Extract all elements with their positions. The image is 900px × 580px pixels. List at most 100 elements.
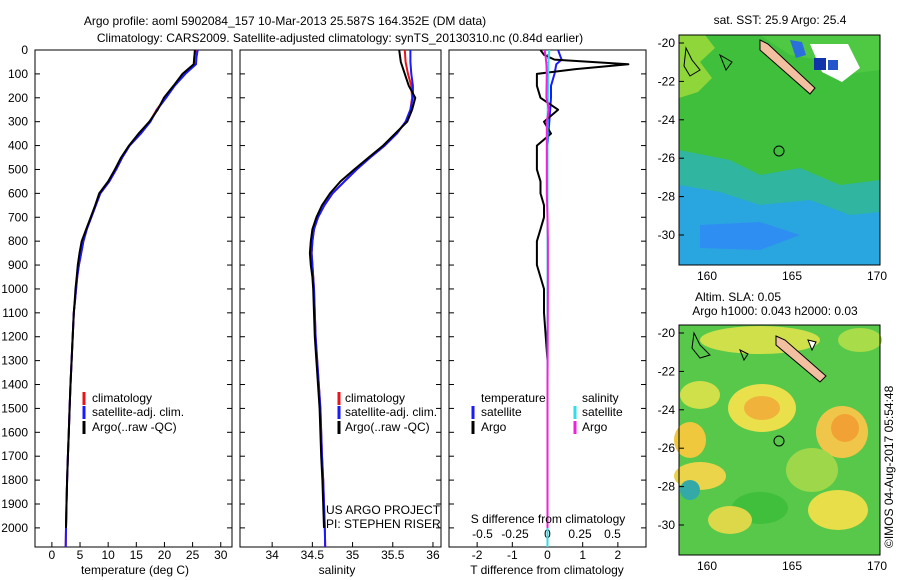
depth-tick-label: 1900: [1, 497, 28, 511]
x-tick-label: 15: [130, 548, 144, 562]
x-tick-label: 10: [101, 548, 115, 562]
x-tick-label: 25: [186, 548, 200, 562]
legend-clim-label: climatology: [345, 391, 405, 405]
map-lon-label: 170: [867, 269, 887, 283]
depth-axis: 0 100 200 300 400 500 600 700 800 900 1000 1100 1200…: [1, 43, 646, 535]
map-lon-label: 160: [697, 269, 717, 283]
depth-tick-label: 900: [8, 258, 28, 272]
depth-tick-label: 1100: [2, 306, 28, 320]
depth-tick-label: 0: [21, 43, 28, 57]
difference-slabel: S difference from climatology: [471, 512, 626, 526]
map-lat-label: -22: [658, 74, 676, 88]
x-tick-label: 35.5: [381, 548, 405, 562]
map-lat-label: -26: [658, 441, 676, 455]
depth-tick-label: 700: [8, 210, 28, 224]
x-tick-label: 0: [49, 548, 56, 562]
depth-tick-label: 100: [8, 67, 28, 81]
s-diff-tick-label: 0.25: [568, 527, 592, 541]
x-tick-label: 34: [265, 548, 279, 562]
figure-title-line2: Climatology: CARS2009. Satellite-adjuste…: [97, 31, 583, 45]
s-diff-tick-label: 0.5: [604, 527, 621, 541]
sst-map: [678, 34, 881, 266]
series-line-climatology: [64, 50, 197, 547]
sla-map-title-line1: Altim. SLA: 0.05: [695, 290, 781, 304]
series-line-climatology: [310, 50, 414, 547]
x-tick-label: 1: [579, 548, 586, 562]
x-tick-label: 20: [158, 548, 172, 562]
temperature-legend: climatology satellite-adj. clim. Argo(..…: [82, 391, 184, 434]
salinity-series: [308, 50, 417, 547]
map-lat-label: -28: [658, 190, 676, 204]
sla-map-title-line2: Argo h1000: 0.043 h2000: 0.03: [692, 304, 858, 318]
legend-temperature-heading: temperature: [481, 391, 546, 405]
depth-tick-label: 1800: [1, 473, 28, 487]
map-lat-label: -26: [658, 151, 676, 165]
map-lat-label: -24: [658, 403, 676, 417]
map-lat-label: -20: [658, 326, 676, 340]
x-tick-label: 5: [77, 548, 84, 562]
map-lon-label: 165: [782, 559, 802, 573]
series-line-satellite-adj-clim-: [64, 50, 199, 547]
sst-map-axis-labels: -20 -22 -24 -26 -28 -30 160 165 170: [658, 36, 888, 283]
series-line-temperature-satellite: [546, 50, 563, 547]
legend-sal-argo-label: Argo: [582, 420, 608, 434]
depth-tick-label: 800: [8, 234, 28, 248]
x-tick-label: 36: [426, 548, 440, 562]
map-lat-label: -30: [658, 228, 676, 242]
x-tick-label: 2: [615, 548, 622, 562]
legend-temp-sat-label: satellite: [481, 405, 522, 419]
difference-xlabel: T difference from climatology: [470, 563, 624, 577]
depth-tick-label: 1500: [1, 401, 28, 415]
salinity-ticks: 34 34.5 35 35.5 36: [265, 542, 440, 562]
legend-sat-label: satellite-adj. clim.: [345, 405, 437, 419]
depth-tick-label: 200: [8, 91, 28, 105]
series-line-argo-raw-qc-: [65, 50, 196, 528]
credit-stamp: ©IMOS 04-Aug-2017 05:54:48: [882, 385, 896, 548]
legend-salinity-heading: salinity: [582, 391, 619, 405]
x-tick-label: -1: [507, 548, 518, 562]
project-pi: PI: STEPHEN RISER: [326, 517, 441, 531]
x-tick-label: 30: [214, 548, 228, 562]
temperature-ticks: 0 5 10 15 20 25 30: [49, 542, 228, 562]
depth-tick-label: 500: [8, 162, 28, 176]
depth-tick-label: 1200: [1, 330, 28, 344]
legend-argo-label: Argo(..raw -QC): [92, 420, 177, 434]
project-name: US ARGO PROJECT: [326, 503, 441, 517]
map-lat-label: -20: [658, 36, 676, 50]
temperature-series: [64, 50, 199, 547]
depth-tick-label: 300: [8, 115, 28, 129]
series-line-salinity-argo: [543, 50, 550, 528]
map-lon-label: 165: [782, 269, 802, 283]
x-tick-label: -2: [472, 548, 483, 562]
series-line-temperature-argo: [535, 50, 630, 528]
depth-tick-label: 600: [8, 186, 28, 200]
depth-tick-label: 2000: [1, 521, 28, 535]
legend-sal-sat-label: satellite: [582, 405, 623, 419]
argo-position-marker: [773, 435, 785, 447]
map-lat-label: -28: [658, 480, 676, 494]
x-tick-label: 35: [346, 548, 360, 562]
map-lat-label: -30: [658, 518, 676, 532]
temperature-xlabel: temperature (deg C): [81, 563, 189, 577]
series-line-argo-raw-qc-: [308, 50, 417, 528]
map-lon-label: 170: [867, 559, 887, 573]
salinity-panel-frame: [239, 49, 442, 548]
sla-map: [674, 324, 882, 556]
depth-tick-label: 1600: [1, 425, 28, 439]
depth-tick-label: 400: [8, 139, 28, 153]
argo-position-marker: [773, 145, 785, 157]
depth-tick-label: 1000: [1, 282, 28, 296]
map-lat-label: -24: [658, 113, 676, 127]
figure-title-line1: Argo profile: aoml 5902084_157 10-Mar-20…: [84, 14, 486, 28]
depth-tick-label: 1300: [1, 354, 28, 368]
legend-clim-label: climatology: [92, 391, 152, 405]
depth-tick-label: 1700: [1, 449, 28, 463]
sst-map-title: sat. SST: 25.9 Argo: 25.4: [714, 13, 847, 27]
s-diff-tick-label: -0.5: [472, 527, 493, 541]
series-line-satellite-adj-clim-: [310, 50, 414, 547]
salinity-xlabel: salinity: [319, 563, 356, 577]
depth-tick-label: 1400: [1, 378, 28, 392]
x-tick-label: 34.5: [301, 548, 325, 562]
map-lon-label: 160: [697, 559, 717, 573]
map-lat-label: -22: [658, 364, 676, 378]
